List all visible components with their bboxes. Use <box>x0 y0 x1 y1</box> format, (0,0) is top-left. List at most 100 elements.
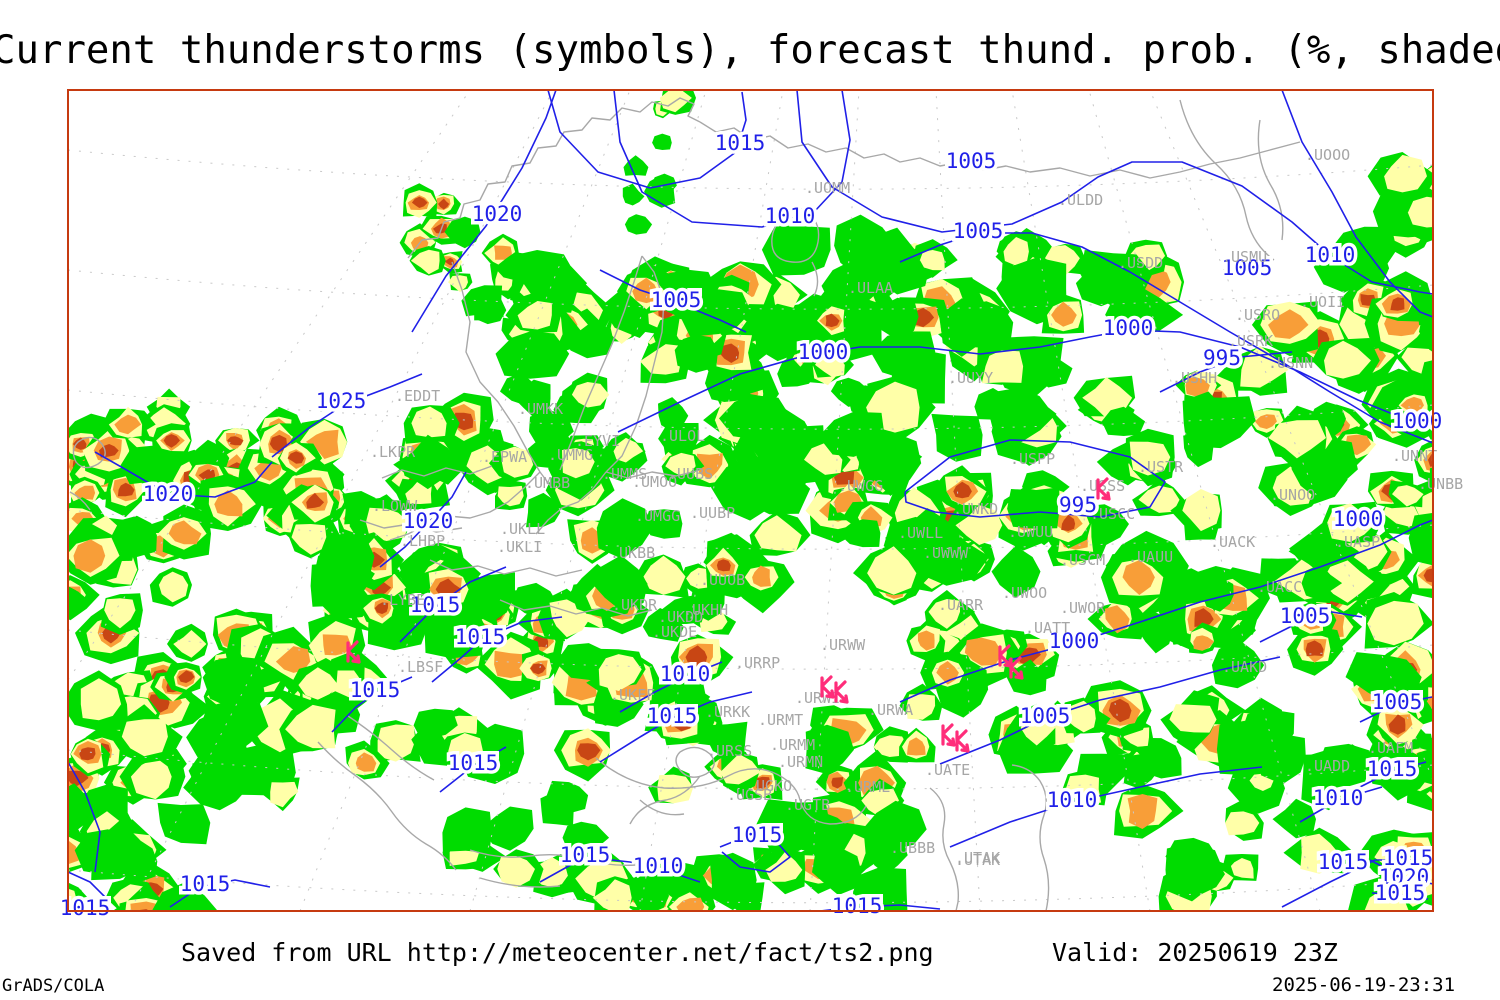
station-label: .UARR <box>938 596 984 614</box>
station-label: .UWUU <box>1008 523 1053 541</box>
station-label: .URWW <box>820 636 866 654</box>
thunderstorm-icon <box>941 723 956 747</box>
station-label: .USCM <box>1060 551 1105 569</box>
station-label: .UMGG <box>635 507 680 525</box>
station-label: .USCC <box>1090 505 1135 523</box>
isobar-label: 1015 <box>832 894 883 918</box>
station-label: .ULDD <box>1058 191 1103 209</box>
station-label: .UWOR <box>1060 599 1106 617</box>
isobar-label: 1025 <box>316 389 367 413</box>
station-label: .UKFF <box>610 686 655 704</box>
isobar-label: 1005 <box>1280 604 1331 628</box>
station-label: .USTR <box>1138 458 1184 476</box>
isobar-label: 1020 <box>143 482 194 506</box>
isobar-label: 1015 <box>732 823 783 847</box>
station-label: .USPP <box>1010 450 1055 468</box>
station-label: .LHBP <box>400 532 445 550</box>
thunderstorm-icon <box>955 729 970 753</box>
thunderstorm-symbols <box>346 477 1111 753</box>
isobar-label: 1000 <box>1392 409 1443 433</box>
station-label: .UKLI <box>497 538 542 556</box>
station-label: .URMM <box>770 736 815 754</box>
station-label: .LYBE <box>380 591 425 609</box>
station-label: .LBSF <box>398 658 443 676</box>
station-label: .UOOO <box>1305 146 1350 164</box>
isobar-label: 1005 <box>1222 256 1273 280</box>
station-label: .UTAK <box>955 849 1000 867</box>
station-label: .USRK <box>1228 332 1273 350</box>
station-label: .UWOO <box>1002 584 1047 602</box>
station-label: .URMT <box>758 711 803 729</box>
isobar-label: 1005 <box>1372 690 1423 714</box>
station-label: .UAKD <box>1222 658 1267 676</box>
isobar-label: 1010 <box>1305 243 1356 267</box>
station-label: .UGTB <box>785 796 830 814</box>
isobar-label: 1005 <box>946 149 997 173</box>
isobar-label: 1020 <box>472 202 523 226</box>
isobar-label: 1015 <box>1383 846 1434 870</box>
isobar-label: 1015 <box>448 751 499 775</box>
station-label: .URSS <box>707 742 752 760</box>
isobar-label: 1000 <box>798 340 849 364</box>
station-label: .UKBB <box>610 544 655 562</box>
station-label: .UUBP <box>690 504 735 522</box>
isobar-label: 1015 <box>350 678 401 702</box>
station-label: .UUBS <box>668 465 713 483</box>
station-label: .UMBB <box>525 474 570 492</box>
station-labels: .UOMM .ULDD .ULAA .USMU .UOOO .UOII .UUYY .USDD… <box>370 146 1463 869</box>
station-label: .UKLL <box>500 520 545 538</box>
station-label: .UASP <box>1335 533 1380 551</box>
station-label: .UKDR <box>612 596 658 614</box>
station-label: .URWA <box>868 701 913 719</box>
isobar-label: 1010 <box>633 854 684 878</box>
station-label: .UMKK <box>518 400 563 418</box>
isobar-label: 1010 <box>660 662 711 686</box>
isobar-label: 1015 <box>180 872 231 896</box>
isobar-labels: 1020 1015 1010 1005 1005 1005 1010 1025 1020 1005… <box>56 128 1446 924</box>
station-label: .UUOB <box>700 571 745 589</box>
thunderstorm-icon <box>1096 477 1111 501</box>
station-label: .UOII <box>1300 293 1345 311</box>
station-label: .UAUU <box>1128 548 1173 566</box>
station-label: .USNN <box>1268 354 1313 372</box>
station-label: .UKDD <box>658 608 703 626</box>
isobar-label: 1000 <box>1049 629 1100 653</box>
station-label: .UWLL <box>898 524 943 542</box>
isobar-label: 1015 <box>1367 757 1418 781</box>
isobar-label: 1010 <box>1047 788 1098 812</box>
station-label: .UGKO <box>747 777 792 795</box>
footer-valid-time: Valid: 20250619 23Z <box>1052 938 1338 967</box>
isobar-label: 995 <box>1203 346 1241 370</box>
station-label: .UMMG <box>548 446 593 464</box>
station-label: .UACC <box>1257 578 1302 596</box>
isobar-label: 1015 <box>1375 881 1426 905</box>
isobar-label: 995 <box>1059 493 1097 517</box>
isobar-label: 1015 <box>715 131 766 155</box>
thunderstorm-icon <box>834 680 849 704</box>
station-label: .UNBB <box>1418 475 1463 493</box>
isobar-label: 1000 <box>1333 507 1384 531</box>
station-label: .EYVI <box>575 432 620 450</box>
page-title: Current thunderstorms (symbols), forecas… <box>0 28 1500 73</box>
station-label: .UKHH <box>683 601 728 619</box>
map-frame <box>67 89 1434 912</box>
station-label: .UMOO <box>632 473 677 491</box>
isobar-label: 1020 <box>403 509 454 533</box>
station-label: .LKPR <box>370 443 416 461</box>
isobar-label: 1015 <box>647 704 698 728</box>
station-label: .UADD <box>1305 757 1350 775</box>
station-label: .ULAA <box>848 279 893 297</box>
station-label: .UKDE <box>652 623 697 641</box>
station-label: .UOMM <box>805 179 850 197</box>
station-label: .USMU <box>1222 248 1267 266</box>
coastlines <box>69 97 1301 911</box>
station-label: .URRP <box>735 654 780 672</box>
station-label: .UGSB <box>727 786 772 804</box>
isobar-label: 1015 <box>1318 850 1369 874</box>
station-label: .USSS <box>1080 477 1125 495</box>
station-label: .LOWW <box>372 497 418 515</box>
station-label: .UWGG <box>838 477 883 495</box>
station-label: .USRO <box>1235 306 1280 324</box>
isobar-lines <box>68 90 1433 911</box>
